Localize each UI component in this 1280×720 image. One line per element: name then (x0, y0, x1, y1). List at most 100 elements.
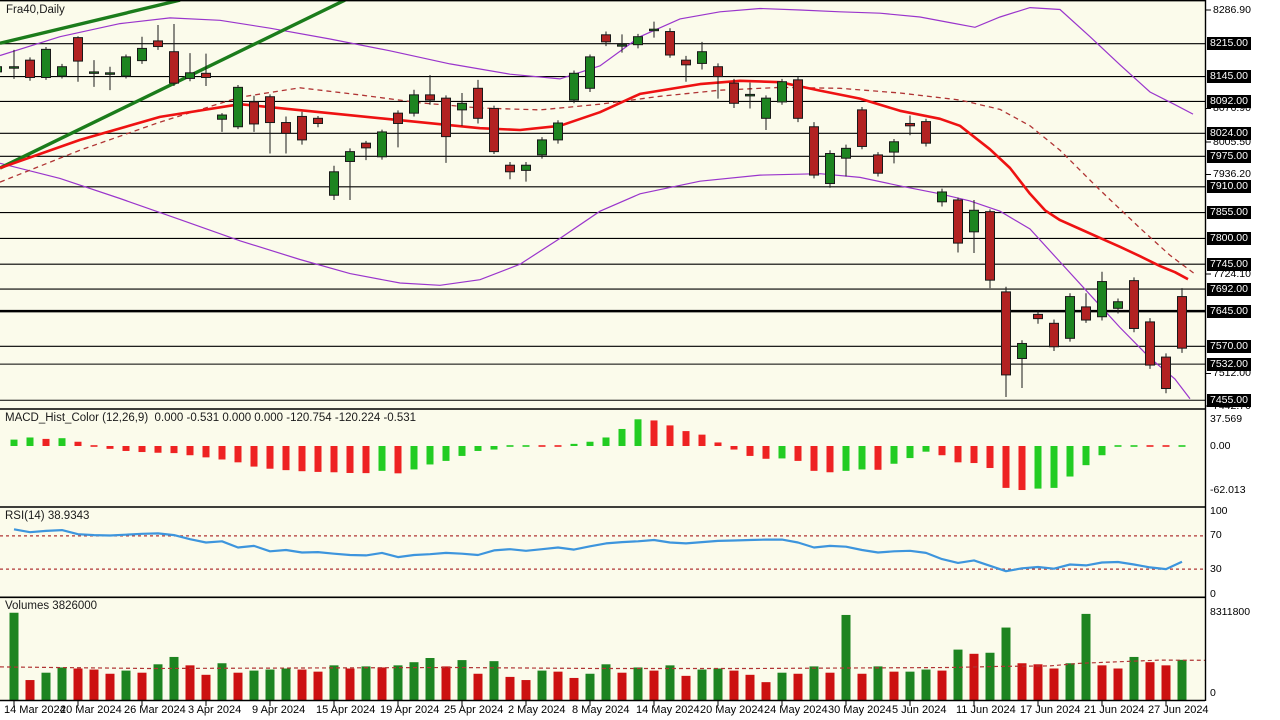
bull-candle[interactable] (457, 102, 467, 111)
volume-bar (1017, 663, 1027, 700)
rsi-indicator-label: RSI(14) 38.9343 (5, 510, 90, 522)
macd-histogram-bar (250, 446, 258, 467)
bear-candle[interactable] (713, 66, 723, 78)
price-level-tag: 7645.00 (1207, 304, 1251, 318)
macd-axis-min: -62.013 (1210, 483, 1246, 496)
bull-candle[interactable] (137, 47, 147, 62)
bear-candle[interactable] (1049, 322, 1059, 348)
bear-candle[interactable] (1177, 296, 1187, 349)
bear-candle[interactable] (793, 79, 803, 119)
macd-histogram-bar (1098, 446, 1106, 456)
bear-candle[interactable] (1145, 321, 1155, 366)
bear-candle[interactable] (441, 97, 451, 138)
bear-candle[interactable] (169, 51, 179, 84)
candlesticks[interactable] (0, 21, 1187, 397)
rsi-axis-label: 0 (1210, 587, 1216, 600)
bear-candle[interactable] (1161, 356, 1171, 390)
bear-candle[interactable] (281, 122, 291, 134)
bull-candle[interactable] (217, 114, 227, 120)
bull-candle[interactable] (329, 171, 339, 196)
bear-candle[interactable] (809, 126, 819, 176)
macd-histogram-bar (570, 443, 578, 446)
bull-candle[interactable] (409, 94, 419, 114)
macd-histogram-bar (474, 446, 482, 451)
bull-candle[interactable] (617, 44, 627, 47)
bull-candle[interactable] (777, 81, 787, 103)
macd-histogram-bar (698, 434, 706, 446)
bull-candle[interactable] (57, 66, 67, 77)
bull-candle[interactable] (89, 71, 99, 74)
bull-candle[interactable] (521, 164, 531, 171)
bull-candle[interactable] (585, 56, 595, 89)
macd-panel[interactable] (10, 419, 1186, 491)
bull-candle[interactable] (9, 66, 19, 69)
volume-bar (937, 670, 947, 700)
bull-candle[interactable] (1065, 296, 1075, 339)
macd-histogram-bar (10, 439, 18, 446)
bear-candle[interactable] (1001, 291, 1011, 376)
bear-candle[interactable] (265, 96, 275, 124)
bear-candle[interactable] (297, 115, 307, 141)
bull-candle[interactable] (825, 152, 835, 185)
bull-candle[interactable] (553, 122, 563, 141)
bear-candle[interactable] (953, 199, 963, 244)
bear-candle[interactable] (905, 122, 915, 127)
price-panel[interactable] (0, 0, 1205, 401)
bear-candle[interactable] (473, 87, 483, 119)
trendline-1[interactable] (0, 0, 346, 170)
bull-candle[interactable] (1017, 342, 1027, 359)
bear-candle[interactable] (25, 59, 35, 79)
bear-candle[interactable] (505, 164, 515, 173)
volumes-panel[interactable] (0, 612, 1205, 700)
bull-candle[interactable] (185, 72, 195, 79)
bull-candle[interactable] (697, 51, 707, 64)
bull-candle[interactable] (537, 139, 547, 156)
bear-candle[interactable] (1129, 280, 1139, 329)
bear-candle[interactable] (921, 121, 931, 144)
bull-candle[interactable] (105, 72, 115, 75)
bear-candle[interactable] (665, 31, 675, 56)
macd-histogram-bar (314, 446, 322, 472)
bear-candle[interactable] (249, 101, 259, 125)
macd-histogram-bar (490, 446, 498, 450)
rsi-panel[interactable] (0, 528, 1205, 573)
bear-candle[interactable] (729, 82, 739, 104)
bull-candle[interactable] (233, 86, 243, 128)
bull-candle[interactable] (889, 141, 899, 153)
bull-candle[interactable] (41, 48, 51, 79)
bull-candle[interactable] (969, 209, 979, 233)
bull-candle[interactable] (1097, 281, 1107, 318)
macd-histogram-bar (442, 446, 450, 461)
bear-candle[interactable] (313, 117, 323, 124)
bull-candle[interactable] (121, 56, 131, 77)
trendline-2[interactable] (0, 0, 181, 45)
bear-candle[interactable] (985, 211, 995, 281)
bear-candle[interactable] (601, 34, 611, 43)
bull-candle[interactable] (0, 66, 2, 73)
bear-candle[interactable] (681, 59, 691, 66)
bear-candle[interactable] (201, 72, 211, 79)
macd-histogram-bar (282, 446, 290, 471)
bull-candle[interactable] (633, 36, 643, 46)
bull-candle[interactable] (377, 131, 387, 158)
bull-candle[interactable] (937, 191, 947, 203)
bull-candle[interactable] (569, 72, 579, 101)
bull-candle[interactable] (649, 28, 659, 32)
bear-candle[interactable] (73, 37, 83, 62)
bear-candle[interactable] (393, 112, 403, 124)
bear-candle[interactable] (153, 40, 163, 48)
bull-candle[interactable] (745, 93, 755, 97)
bear-candle[interactable] (489, 107, 499, 153)
bear-candle[interactable] (857, 109, 867, 147)
bear-candle[interactable] (873, 154, 883, 174)
bull-candle[interactable] (841, 147, 851, 159)
bear-candle[interactable] (361, 142, 371, 149)
bull-candle[interactable] (345, 151, 355, 162)
bear-candle[interactable] (1033, 313, 1043, 320)
bull-candle[interactable] (1113, 301, 1123, 309)
volume-bar (73, 668, 83, 700)
bear-candle[interactable] (425, 94, 435, 101)
bull-candle[interactable] (761, 97, 771, 119)
bear-candle[interactable] (1081, 306, 1091, 321)
